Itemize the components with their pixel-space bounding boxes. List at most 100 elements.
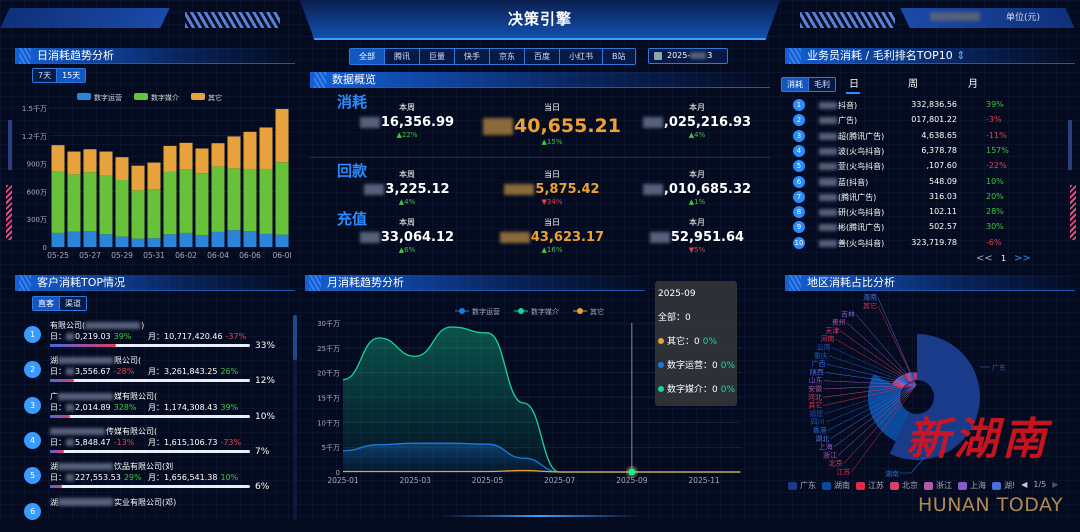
bar-segment-05-29 — [116, 180, 129, 237]
period-label: 当日 — [482, 102, 622, 113]
bar-segment-06-04 — [212, 167, 225, 232]
customer-name: 传媒有限公司( — [50, 426, 157, 437]
legend-item[interactable]: 浙江 — [924, 480, 952, 491]
slice-label: 河南 — [820, 334, 834, 343]
period-label: 当日 — [482, 217, 622, 228]
tab-gross-profit[interactable]: 毛利 — [808, 78, 835, 91]
period-label: 本月 — [627, 217, 767, 228]
period-tab-week[interactable]: 周 — [908, 75, 918, 90]
change-percent: -22% — [986, 161, 1007, 170]
change-percent: -3% — [986, 115, 1002, 124]
platform-tab[interactable]: 腾讯 — [384, 49, 419, 64]
day-consumption: 日：5,848.47-13% — [50, 437, 134, 448]
platform-tab[interactable]: 巨量 — [419, 49, 454, 64]
pager-next[interactable]: >> — [1014, 253, 1031, 264]
change-indicator: ▲6% — [337, 246, 477, 254]
legend-item[interactable]: 湖! — [992, 480, 1015, 491]
overview-value: 16,356.99 — [337, 115, 477, 130]
tooltip-total: 全部：0 — [658, 310, 734, 323]
change-indicator: ▲15% — [482, 138, 622, 146]
legend-item[interactable]: 广东 — [788, 480, 816, 491]
amount: 548.09 — [895, 177, 957, 186]
slice-label: 山东 — [809, 376, 823, 385]
rank-badge: 8 — [793, 206, 805, 218]
rank-badge: 1 — [24, 326, 41, 343]
watermark-logo-en: HUNAN TODAY — [918, 495, 1063, 516]
platform-tab[interactable]: 快手 — [454, 49, 489, 64]
date-picker[interactable]: 2025-3 — [648, 48, 728, 64]
x-tick-label: 2025-11 — [688, 476, 720, 485]
overview-value: 43,623.17 — [482, 230, 622, 245]
legend-item[interactable]: 北京 — [890, 480, 918, 491]
slice-label: 贵州 — [832, 318, 846, 327]
legend-marker — [577, 308, 583, 314]
salesperson-name: 抖音) — [819, 100, 857, 111]
tab-channels[interactable]: 渠道 — [59, 297, 86, 310]
label-leader-line — [878, 298, 916, 385]
tab-7days[interactable]: 7天 — [33, 69, 56, 82]
amount: ,107.60 — [895, 161, 957, 170]
legend-label: 数字运营 — [472, 307, 500, 316]
bar-segment-05-25 — [52, 233, 65, 247]
legend-prev-icon[interactable]: ◀ — [1021, 480, 1027, 491]
period-tab-day[interactable]: 日 — [849, 75, 859, 90]
bar-segment-06-05 — [228, 168, 241, 230]
legend-swatch — [890, 482, 899, 490]
share-percent: 33% — [255, 341, 275, 351]
platform-tab[interactable]: 全部 — [350, 49, 384, 64]
y-tick-label: 25千万 — [317, 344, 340, 353]
legend-next-icon[interactable]: ▶ — [1052, 480, 1058, 491]
platform-tab[interactable]: B站 — [602, 49, 635, 64]
bar-segment-05-28 — [100, 152, 113, 175]
platform-tab[interactable]: 小红书 — [559, 49, 602, 64]
month-consumption: 月：1,615,106.73-73% — [148, 437, 241, 448]
pager-prev[interactable]: << — [976, 253, 993, 264]
legend-page: 1/5 — [1033, 480, 1046, 491]
x-tick-label: 06-06 — [239, 251, 261, 260]
salesperson-name: 善(火鸟抖音) — [819, 238, 884, 249]
sort-icon[interactable]: ⇕ — [956, 49, 965, 62]
platform-tab[interactable]: 京东 — [489, 49, 524, 64]
legend-item[interactable]: 湖南 — [822, 480, 850, 491]
bar-segment-06-03 — [196, 148, 209, 173]
share-percent: 10% — [255, 412, 275, 422]
customer-list-scrollbar[interactable] — [293, 315, 297, 520]
overview-value: 33,064.12 — [337, 230, 477, 245]
change-percent: 157% — [986, 146, 1009, 155]
legend-item[interactable]: 江苏 — [856, 480, 884, 491]
tab-15days[interactable]: 15天 — [56, 69, 85, 82]
change-indicator: ▼34% — [482, 198, 622, 206]
y-tick-label: 900万 — [27, 161, 47, 169]
overview-value: 52,951.64 — [627, 230, 767, 245]
day-consumption: 日：3,556.67-28% — [50, 366, 134, 377]
bar-segment-05-30 — [132, 239, 145, 247]
tab-consumption[interactable]: 消耗 — [782, 78, 808, 91]
change-percent: 10% — [986, 177, 1004, 186]
legend-item[interactable]: 上海 — [958, 480, 986, 491]
period-tab-month[interactable]: 月 — [968, 75, 978, 90]
overview-value: 5,875.42 — [482, 182, 622, 197]
tab-direct-clients[interactable]: 直客 — [33, 297, 59, 310]
amount: 316.03 — [895, 192, 957, 201]
platform-tab[interactable]: 百度 — [524, 49, 559, 64]
legend-swatch — [788, 482, 797, 490]
label-leader-line — [856, 314, 916, 385]
